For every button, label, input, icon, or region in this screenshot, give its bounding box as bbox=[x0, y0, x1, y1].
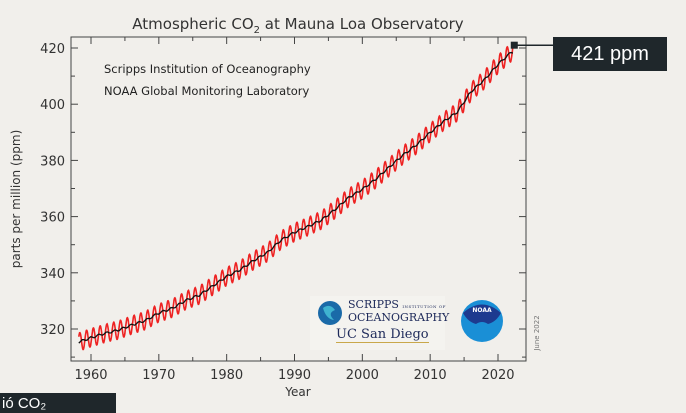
scripps-globe-icon bbox=[318, 301, 342, 325]
caption-label: ió CO₂ bbox=[0, 393, 116, 413]
y-tick-label: 360 bbox=[40, 211, 65, 226]
scripps-wordmark: SCRIPPS INSTITUTION OF OCEANOGRAPHY bbox=[348, 299, 449, 323]
x-tick-label: 1960 bbox=[74, 368, 107, 383]
x-tick-label: 1980 bbox=[210, 368, 243, 383]
credit-scripps: Scripps Institution of Oceanography bbox=[104, 62, 311, 76]
x-axis-label: Year bbox=[284, 385, 310, 399]
x-tick-label: 1970 bbox=[142, 368, 175, 383]
date-stamp: June 2022 bbox=[533, 315, 541, 351]
y-tick-label: 320 bbox=[40, 323, 65, 338]
trend-co2-series bbox=[78, 51, 514, 344]
y-tick-label: 380 bbox=[40, 154, 65, 169]
y-axis-label: parts per million (ppm) bbox=[9, 130, 23, 269]
credit-noaa: NOAA Global Monitoring Laboratory bbox=[104, 84, 309, 98]
y-axis: 320 340 360 380 400 420 bbox=[40, 42, 526, 358]
scripps-line1: SCRIPPS bbox=[348, 298, 399, 311]
ucsd-wordmark: UC San Diego bbox=[336, 327, 429, 343]
callout-connector bbox=[510, 41, 553, 49]
x-tick-label: 2000 bbox=[346, 368, 379, 383]
y-tick-label: 420 bbox=[40, 42, 65, 57]
y-tick-label: 400 bbox=[40, 98, 65, 113]
y-tick-label: 340 bbox=[40, 267, 65, 282]
x-tick-label: 2010 bbox=[414, 368, 447, 383]
noaa-logo-text: NOAA bbox=[472, 307, 492, 314]
latest-value-callout: 421 ppm bbox=[553, 37, 667, 71]
monthly-co2-series bbox=[78, 42, 515, 351]
x-tick-label: 1990 bbox=[278, 368, 311, 383]
scripps-line2: OCEANOGRAPHY bbox=[348, 311, 450, 324]
x-tick-label: 2020 bbox=[481, 368, 514, 383]
x-axis: 1960 1970 1980 1990 2000 2010 2020 bbox=[74, 37, 515, 383]
chart-title: Atmospheric CO2 at Mauna Loa Observatory bbox=[132, 15, 464, 36]
plot-frame bbox=[70, 36, 527, 362]
noaa-logo: NOAA bbox=[461, 300, 503, 342]
scripps-small: INSTITUTION OF bbox=[402, 304, 446, 309]
